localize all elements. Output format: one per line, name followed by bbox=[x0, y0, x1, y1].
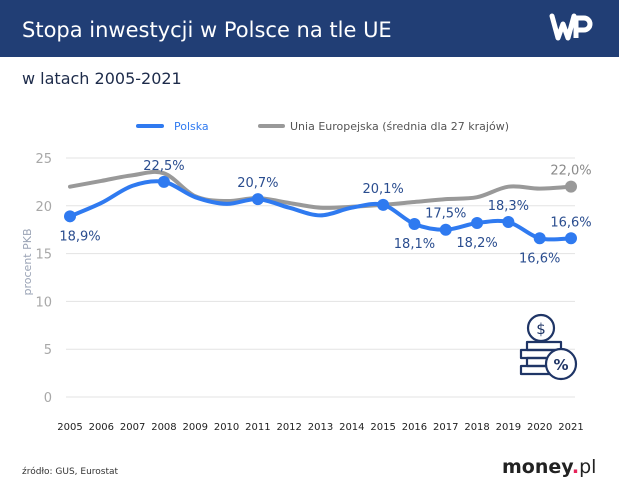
y-tick-label: 5 bbox=[44, 343, 52, 358]
data-point-polska bbox=[251, 193, 264, 206]
x-tick-label: 2019 bbox=[496, 422, 521, 433]
data-point-polska bbox=[377, 198, 390, 211]
data-point-polska bbox=[157, 175, 170, 188]
money-pl-logo: money.pl bbox=[502, 456, 596, 478]
x-tick-label: 2018 bbox=[464, 422, 489, 433]
y-tick-label: 10 bbox=[35, 295, 52, 310]
x-tick-label: 2012 bbox=[276, 422, 301, 433]
data-label-polska: 20,1% bbox=[362, 182, 403, 197]
x-tick-label: 2015 bbox=[370, 422, 395, 433]
x-tick-label: 2017 bbox=[433, 422, 458, 433]
source-note: źródło: GUS, Eurostat bbox=[22, 466, 119, 477]
legend: Polska Unia Europejska (średnia dla 27 k… bbox=[136, 120, 509, 133]
x-tick-label: 2014 bbox=[339, 422, 364, 433]
wp-logo bbox=[549, 13, 593, 41]
data-point-polska bbox=[439, 223, 452, 236]
legend-label-polska: Polska bbox=[174, 120, 209, 133]
chart-subtitle: w latach 2005-2021 bbox=[22, 69, 182, 88]
data-point-ue bbox=[565, 180, 577, 193]
header-bar bbox=[0, 0, 619, 57]
data-label-polska: 16,6% bbox=[550, 215, 591, 230]
legend-label-ue: Unia Europejska (średnia dla 27 krajów) bbox=[290, 120, 509, 133]
x-tick-label: 2009 bbox=[183, 422, 208, 433]
chart-title: Stopa inwestycji w Polsce na tle UE bbox=[22, 18, 392, 42]
y-tick-label: 25 bbox=[35, 152, 52, 167]
data-label-polska: 18,3% bbox=[488, 199, 529, 214]
data-label-polska: 17,5% bbox=[425, 207, 466, 222]
data-label-polska: 22,5% bbox=[143, 159, 184, 174]
data-label-polska: 18,1% bbox=[394, 237, 435, 252]
data-label-polska: 18,9% bbox=[59, 229, 100, 244]
data-point-polska bbox=[471, 217, 484, 230]
data-label-polska: 16,6% bbox=[519, 251, 560, 266]
x-tick-label: 2011 bbox=[245, 422, 270, 433]
x-tick-label: 2010 bbox=[214, 422, 239, 433]
y-axis-label: procent PKB bbox=[21, 229, 34, 296]
svg-text:%: % bbox=[553, 356, 568, 374]
x-tick-label: 2006 bbox=[89, 422, 114, 433]
x-tick-label: 2007 bbox=[120, 422, 145, 433]
data-label-polska: 20,7% bbox=[237, 176, 278, 191]
series-line-polska bbox=[68, 179, 573, 242]
data-point-polska bbox=[565, 232, 577, 245]
data-label-ue: 22,0% bbox=[550, 164, 591, 179]
x-tick-label: 2005 bbox=[57, 422, 82, 433]
data-point-polska bbox=[408, 217, 421, 230]
series-line-ue bbox=[68, 169, 573, 210]
data-point-polska bbox=[64, 210, 76, 223]
data-point-polska bbox=[502, 216, 515, 229]
x-tick-label: 2008 bbox=[151, 422, 176, 433]
svg-text:money.pl: money.pl bbox=[502, 456, 596, 478]
x-tick-label: 2016 bbox=[402, 422, 427, 433]
data-label-polska: 18,2% bbox=[456, 236, 497, 251]
coins-percent-icon: $ % bbox=[519, 313, 578, 381]
x-tick-label: 2021 bbox=[558, 422, 583, 433]
data-point-polska bbox=[533, 232, 546, 245]
svg-text:$: $ bbox=[536, 320, 546, 338]
x-tick-label: 2013 bbox=[308, 422, 333, 433]
y-tick-label: 20 bbox=[35, 200, 52, 215]
y-tick-label: 15 bbox=[35, 248, 52, 263]
x-tick-label: 2020 bbox=[527, 422, 552, 433]
y-tick-label: 0 bbox=[44, 391, 52, 406]
